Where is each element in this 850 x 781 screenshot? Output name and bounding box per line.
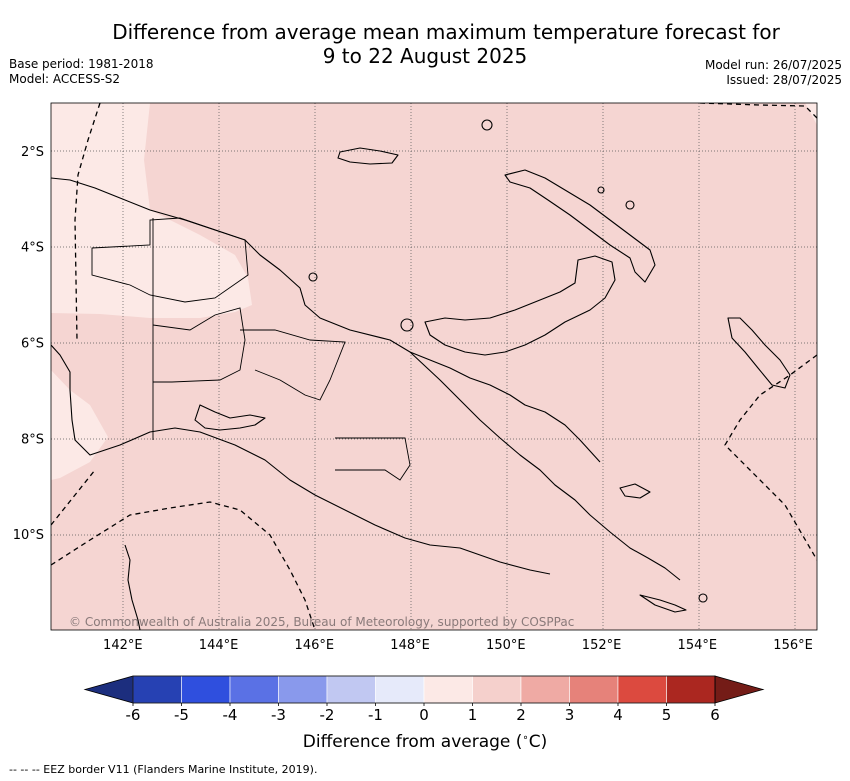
colorbar-tick-label: -6: [126, 706, 141, 724]
colorbar-tick-label: 3: [565, 706, 575, 724]
issued-date: Issued: 28/07/2025: [726, 73, 842, 87]
lat-tick-label: 8°S: [21, 432, 44, 447]
lon-tick-label: 142°E: [103, 638, 143, 653]
chart-title: Difference from average mean maximum tem…: [0, 20, 850, 68]
coastline-papuan-peninsula: [409, 351, 681, 581]
eez-footnote: -- -- -- EEZ border V11 (Flanders Marine…: [9, 763, 318, 776]
colorbar-tick-label: 2: [516, 706, 526, 724]
colorbar-tick-label: 4: [613, 706, 623, 724]
lon-tick-label: 148°E: [390, 638, 430, 653]
colorbar-tick-label: 1: [468, 706, 478, 724]
colorbar-tick-label: -1: [368, 706, 383, 724]
colorbar-tick-label: -4: [223, 706, 238, 724]
map-plot-area: [51, 103, 817, 630]
colorbar-over-arrow: [714, 675, 765, 704]
model-run: Model run: 26/07/2025: [704, 58, 842, 72]
colorbar-under-arrow: [83, 675, 134, 704]
lat-tick-label: 6°S: [21, 337, 44, 352]
colorbar-bin: [375, 675, 425, 704]
coastline-cape-york: [124, 544, 141, 630]
eez-borders: [51, 103, 817, 630]
colorbar-bin: [520, 675, 570, 704]
title-line-1: Difference from average mean maximum tem…: [112, 20, 780, 44]
lat-tick-label: 4°S: [21, 241, 44, 256]
x-axis-ticks: 142°E 144°E 146°E 148°E 150°E 152°E 154°E 156°E: [103, 638, 813, 653]
island-rossel: [698, 593, 708, 603]
eez-border-north: [74, 103, 101, 341]
island-umboi: [400, 318, 414, 332]
eez-border-west-south: [51, 469, 96, 526]
colorbar-bin: [181, 675, 231, 704]
colorbar-tick-label: 6: [710, 706, 720, 724]
colorbar-bin: [132, 675, 182, 704]
coastline-fly-delta: [194, 404, 266, 431]
copyright-notice: © Commonwealth of Australia 2025, Bureau…: [69, 615, 575, 629]
island-lihir: [625, 200, 635, 210]
y-axis-ticks: 2°S 4°S 6°S 8°S 10°S: [13, 145, 44, 543]
lon-tick-label: 144°E: [199, 638, 239, 653]
lon-tick-label: 156°E: [773, 638, 813, 653]
province-boundary-4: [335, 437, 411, 481]
island-mussau: [481, 119, 493, 131]
eez-border-east: [724, 354, 817, 561]
lat-tick-label: 10°S: [13, 528, 44, 543]
colorbar-label-unit: C: [528, 732, 541, 752]
colorbar-tick-label: 5: [662, 706, 672, 724]
coastline-manus: [337, 147, 399, 165]
gridlines: [51, 103, 817, 630]
colorbar-bin: [326, 675, 376, 704]
meta-left: Base period: 1981-2018 Model: ACCESS-S2: [9, 57, 154, 87]
island-karkar: [308, 272, 318, 282]
lat-tick-label: 2°S: [21, 145, 44, 160]
anomaly-field-0-1-north: [51, 103, 252, 318]
eez-border-north-east: [699, 103, 817, 119]
eez-border-south: [51, 501, 316, 630]
lon-tick-label: 154°E: [678, 638, 718, 653]
lon-tick-label: 146°E: [295, 638, 335, 653]
coastlines: [51, 119, 791, 630]
colorbar-bin: [278, 675, 328, 704]
province-boundary-1: [91, 217, 249, 303]
coastline-bougainville: [727, 317, 791, 389]
coastline-dentrecasteaux: [619, 483, 651, 499]
colorbar-bin: [617, 675, 667, 704]
colorbar-bin: [472, 675, 522, 704]
coastline-new-guinea-south: [51, 344, 551, 575]
colorbar-label-suffix: ): [540, 732, 548, 752]
colorbar-bin: [666, 675, 716, 704]
colorbar-label-prefix: Difference from average (: [302, 732, 523, 752]
lon-tick-label: 152°E: [582, 638, 622, 653]
colorbar: -6 -5 -4 -3 -2 -1 0 1 2 3 4 5 6: [83, 675, 765, 724]
province-boundary-2: [152, 307, 246, 383]
colorbar-tick-label: 0: [419, 706, 429, 724]
colorbar-bin: [569, 675, 619, 704]
meta-right: Model run: 26/07/2025 Issued: 28/07/2025: [705, 58, 842, 88]
title-line-2: 9 to 22 August 2025: [322, 44, 528, 68]
anomaly-field-0-1-west: [51, 370, 108, 480]
colorbar-label: Difference from average (∘C): [302, 732, 548, 752]
anomaly-field-1-2: [51, 103, 817, 630]
coastline-new-ireland: [504, 169, 656, 283]
lon-tick-label: 150°E: [486, 638, 526, 653]
coastline-new-britain: [424, 255, 616, 356]
island-tabar: [597, 186, 605, 194]
colorbar-bin: [423, 675, 473, 704]
province-boundary-3: [240, 329, 346, 401]
base-period: Base period: 1981-2018: [9, 57, 154, 71]
colorbar-tick-label: -2: [320, 706, 335, 724]
colorbar-bin: [229, 675, 279, 704]
map-frame: [50, 102, 818, 631]
model-name: Model: ACCESS-S2: [9, 72, 121, 86]
borders: [91, 217, 411, 481]
coastline-new-guinea-north: [51, 177, 601, 463]
coastline-louisiade: [639, 594, 687, 613]
colorbar-tick-label: -3: [271, 706, 286, 724]
colorbar-tick-label: -5: [174, 706, 189, 724]
